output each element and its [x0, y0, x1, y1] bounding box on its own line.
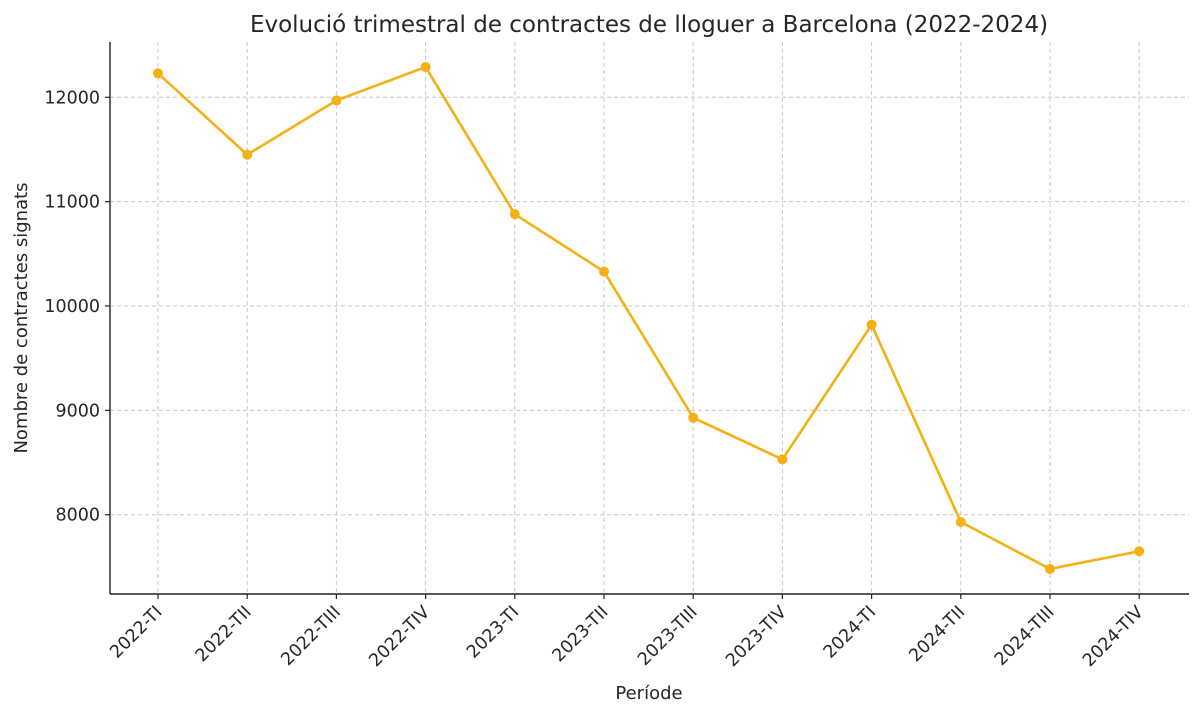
x-axis-label: Període	[615, 683, 682, 704]
y-tick-label: 12000	[44, 88, 100, 108]
x-tick-label: 2024-TIV	[1079, 602, 1148, 671]
x-tick-label: 2024-TII	[906, 602, 970, 666]
x-tick-label: 2023-TI	[463, 602, 523, 662]
data-point	[866, 319, 877, 330]
y-axis-label: Nombre de contractes signats	[11, 182, 32, 453]
data-point	[1134, 546, 1145, 557]
axes	[109, 42, 1189, 595]
x-tick-label: 2024-TI	[820, 602, 880, 662]
series-line	[157, 65, 1140, 571]
grid	[110, 42, 1189, 594]
data-point	[1045, 563, 1055, 574]
series	[153, 62, 1145, 574]
y-tick-label: 8000	[55, 506, 100, 526]
data-point	[420, 62, 431, 73]
x-tick-label: 2023-TIV	[722, 602, 791, 671]
data-point	[599, 266, 609, 277]
x-tick-label: 2023-TIII	[634, 602, 701, 669]
x-tick-label: 2022-TIV	[365, 602, 434, 671]
x-tick-label: 2022-TIII	[277, 602, 344, 669]
y-ticks: 8000 9000 10000 11000 12000	[44, 88, 110, 526]
data-point	[777, 454, 788, 465]
x-ticks: 2022-TI 2022-TII 2022-TIII 2022-TIV 2023-TI 2…	[106, 594, 1148, 671]
data-point	[509, 209, 520, 220]
data-point	[688, 412, 699, 423]
y-tick-label: 11000	[44, 193, 100, 213]
data-point	[331, 95, 342, 106]
data-point	[242, 149, 253, 160]
data-point	[955, 517, 966, 527]
x-tick-label: 2022-TII	[192, 602, 256, 666]
x-tick-label: 2023-TII	[549, 602, 613, 666]
y-tick-label: 10000	[44, 297, 100, 317]
data-point	[153, 68, 163, 79]
x-tick-label: 2024-TIII	[991, 602, 1058, 669]
chart-title: Evolució trimestral de contractes de llo…	[250, 12, 1048, 38]
x-tick-label: 2022-TI	[106, 602, 166, 662]
y-tick-label: 9000	[55, 401, 100, 421]
